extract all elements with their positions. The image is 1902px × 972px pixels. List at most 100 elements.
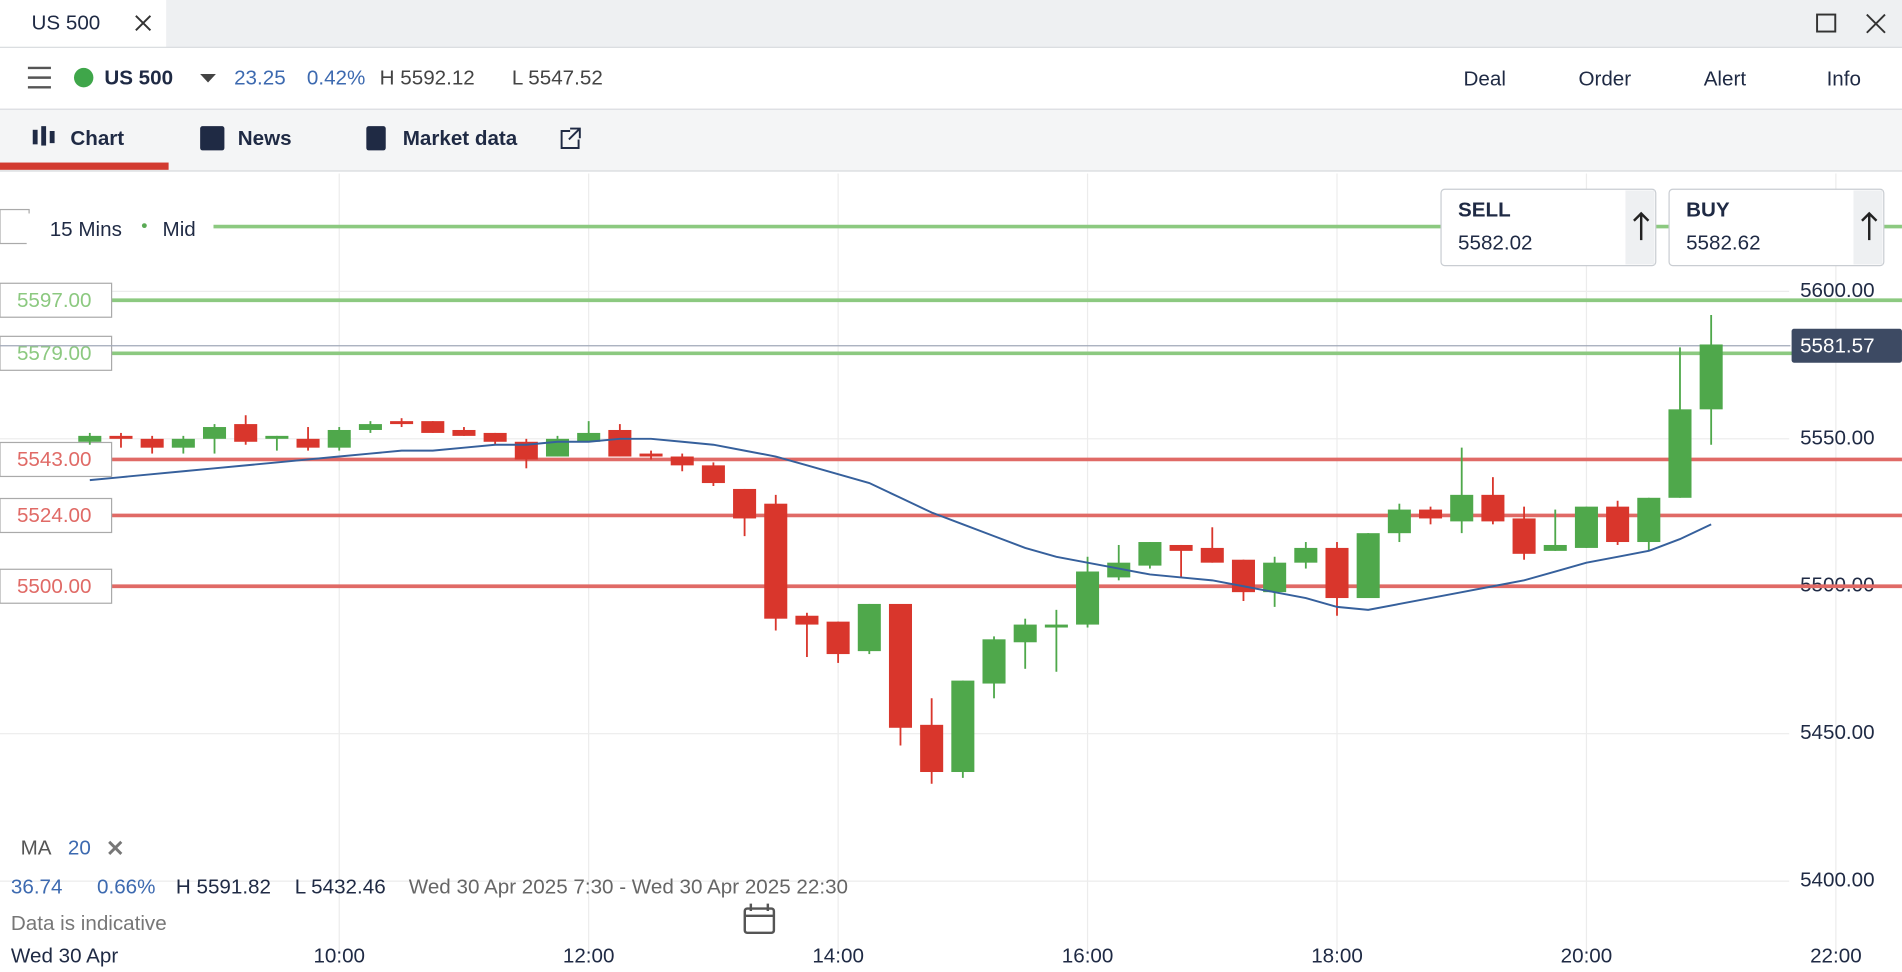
remove-indicator[interactable] <box>108 840 123 855</box>
interval[interactable]: 15 Mins <box>50 218 122 241</box>
price-type[interactable]: Mid <box>163 218 196 241</box>
candle-body <box>951 680 975 773</box>
candle-body <box>1574 506 1598 548</box>
candle-body <box>920 724 944 773</box>
candle-body <box>577 432 601 442</box>
low: L 5547.52 <box>512 66 603 89</box>
candle-body <box>109 435 133 439</box>
dropdown[interactable] <box>200 73 216 83</box>
nav-tab[interactable]: Market data <box>403 127 518 150</box>
tab-bar <box>0 0 1902 48</box>
level-label-box <box>0 568 113 604</box>
close-window[interactable] <box>1866 13 1886 34</box>
action[interactable]: Deal <box>1464 68 1506 91</box>
tab[interactable] <box>0 0 167 48</box>
x-tick-label: 12:00 <box>563 945 615 968</box>
candle-body <box>888 603 913 728</box>
x-tick-label: 18:00 <box>1311 945 1363 968</box>
level-label-box <box>0 282 113 318</box>
candle-body <box>1481 494 1505 522</box>
action[interactable]: Order <box>1578 68 1631 91</box>
level-label-box <box>0 208 30 245</box>
x-tick-label: 10:00 <box>313 945 365 968</box>
candle-body <box>140 438 164 448</box>
active-tab-indicator <box>0 162 169 170</box>
moving-average <box>89 437 1712 611</box>
candle-body <box>670 456 694 466</box>
buy-ticket[interactable]: BUY 5582.62 <box>1668 188 1885 267</box>
buy-label: BUY <box>1686 199 1730 222</box>
candle-body <box>1450 494 1474 522</box>
y-tick-label: 5550.00 <box>1800 426 1875 449</box>
x-tick-label: 14:00 <box>812 945 864 968</box>
candle-body <box>639 453 663 457</box>
level-label: 5597.00 <box>17 289 92 312</box>
y-tick-label: 5400.00 <box>1800 869 1875 892</box>
candle-body <box>1294 547 1318 563</box>
candle-body <box>483 432 507 442</box>
x-tick-label: 16:00 <box>1062 945 1114 968</box>
candle-body <box>1076 571 1100 625</box>
range-change: 36.74 <box>11 875 63 898</box>
y-tick-label: 5600.00 <box>1800 279 1875 302</box>
candle-body <box>1200 547 1224 563</box>
x-tick-label: 20:00 <box>1561 945 1613 968</box>
candle-body <box>514 441 538 460</box>
sell-ticket[interactable]: SELL 5582.02 <box>1440 188 1657 267</box>
candle-body <box>327 429 351 448</box>
action[interactable]: Alert <box>1704 68 1747 91</box>
tab-title: US 500 <box>32 12 101 35</box>
sell-price: 5582.02 <box>1458 231 1533 254</box>
range-dates: Wed 30 Apr 2025 7:30 - Wed 30 Apr 2025 2… <box>409 875 848 898</box>
candle-body <box>764 503 788 619</box>
chart-icon <box>32 126 55 146</box>
candle-body <box>1606 506 1630 543</box>
candle-body <box>701 465 725 484</box>
instrument[interactable]: US 500 <box>104 66 173 89</box>
candle-body <box>1138 542 1162 566</box>
level-label: 5500.00 <box>17 575 92 598</box>
range-high: H 5591.82 <box>176 875 271 898</box>
note: Data is indicative <box>11 912 167 935</box>
x-start-label: Wed 30 Apr <box>11 945 118 968</box>
level-label-box <box>0 497 113 534</box>
status-dot <box>73 67 94 88</box>
level-label-box <box>0 335 113 371</box>
plot: 10:00 12:00 14:00 16:00 18:00 20:00 22:00 5400.… <box>0 173 1902 968</box>
toolbar <box>26 213 212 248</box>
menu[interactable] <box>27 66 51 89</box>
candle-body <box>78 435 102 442</box>
candle-body <box>234 424 258 442</box>
candle-body <box>1013 624 1037 643</box>
nav-tab[interactable]: Chart <box>70 127 124 150</box>
candle-body <box>795 615 819 625</box>
candle-body <box>296 438 320 448</box>
candle-body <box>1419 509 1443 519</box>
candle-body <box>1044 624 1068 628</box>
nav-tab[interactable]: News <box>238 127 292 150</box>
maximize[interactable] <box>1816 13 1837 33</box>
action[interactable]: Info <box>1827 68 1861 91</box>
calendar[interactable] <box>743 903 776 935</box>
candle-body <box>421 421 445 433</box>
candle-body <box>1231 559 1255 593</box>
close-tab[interactable] <box>135 15 152 32</box>
y-tick-label: 5450.00 <box>1800 721 1875 744</box>
candle-body <box>1543 544 1567 551</box>
candle-body <box>1512 518 1536 554</box>
candle-body <box>1169 544 1193 551</box>
separator <box>141 223 147 229</box>
x-tick-label: 22:00 <box>1810 945 1862 968</box>
level-label: 5543.00 <box>17 448 92 471</box>
candle-body <box>1107 562 1131 578</box>
range-change-pct: 0.66% <box>97 875 155 898</box>
candle-body <box>265 435 289 439</box>
candle-body <box>202 427 227 439</box>
candle-body <box>1668 409 1692 498</box>
candle-body <box>171 438 195 448</box>
level-label: 5579.00 <box>17 342 92 365</box>
level-label: 5524.00 <box>17 504 92 527</box>
